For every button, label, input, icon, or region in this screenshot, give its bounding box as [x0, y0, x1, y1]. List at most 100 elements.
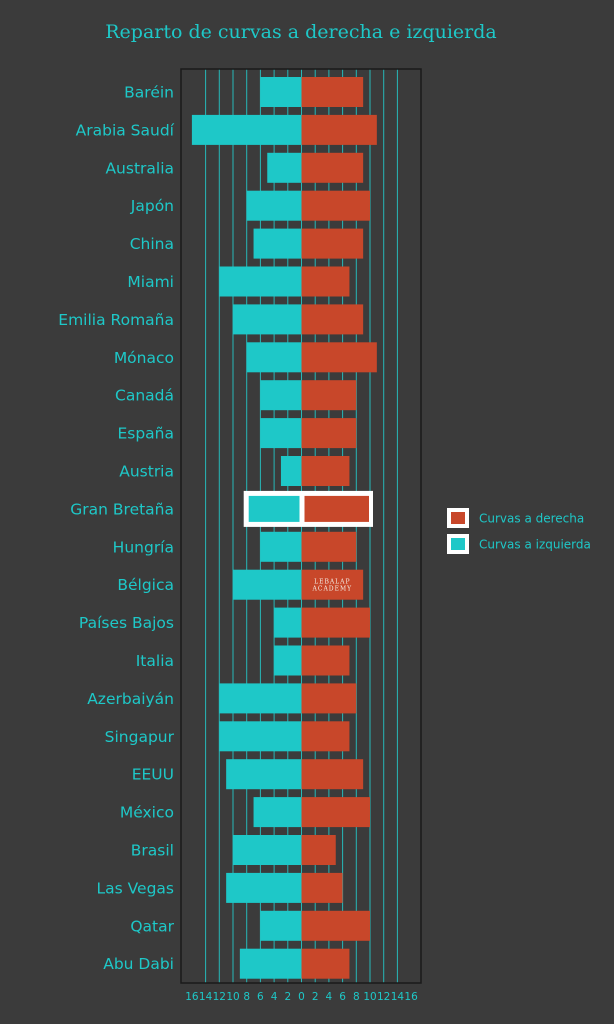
bar-left [248, 495, 300, 522]
category-label: Brasil [131, 842, 174, 860]
x-tick-label: 16 [404, 991, 418, 1003]
bar-right [301, 645, 350, 676]
bar-left [253, 797, 302, 828]
category-label: Miami [127, 273, 174, 291]
x-tick-label: 4 [326, 991, 333, 1003]
bar-right [301, 531, 357, 562]
category-label: Azerbaiyán [87, 690, 174, 708]
legend-swatch [451, 512, 465, 524]
x-tick-label: 0 [298, 991, 305, 1003]
bar-left [260, 418, 302, 449]
category-label: Qatar [130, 917, 174, 935]
bar-right [301, 456, 350, 486]
bar-right [301, 114, 377, 145]
bar-left [226, 872, 302, 903]
x-tick-label: 14 [199, 991, 213, 1003]
legend: Curvas a derecha Curvas a izquierda [447, 508, 591, 554]
x-tick-label: 6 [339, 991, 346, 1003]
bar-right [301, 77, 364, 107]
category-label: Países Bajos [79, 614, 174, 632]
bar-right [301, 683, 357, 714]
category-label: Hungría [113, 538, 174, 556]
category-label: México [120, 804, 174, 822]
bar-left [233, 304, 302, 335]
bar-right [301, 948, 350, 979]
category-label: España [117, 425, 174, 443]
bar-left [274, 607, 302, 638]
bar-left [233, 569, 302, 600]
bar-left [226, 759, 302, 790]
legend-label: Curvas a izquierda [479, 538, 591, 552]
bar-left [246, 342, 302, 373]
x-tick-label: 2 [284, 991, 291, 1003]
category-label: Bélgica [117, 576, 174, 594]
watermark-text: ACADEMY [312, 586, 353, 593]
bar-left [260, 380, 302, 411]
x-tick-label: 16 [185, 991, 199, 1003]
bar-right [301, 569, 364, 600]
bar-left [280, 456, 302, 486]
x-tick-label: 10 [363, 991, 376, 1003]
bar-left [267, 152, 302, 183]
x-tick-label: 10 [226, 991, 239, 1003]
bar-left [219, 721, 302, 752]
bar-left [260, 910, 302, 941]
bar-left [219, 683, 302, 714]
bar-right [301, 721, 350, 752]
bar-right [301, 342, 377, 373]
chart-title: Reparto de curvas a derecha e izquierda [105, 21, 497, 43]
x-tick-label: 14 [391, 991, 405, 1003]
bar-right [301, 607, 370, 638]
category-label: Baréin [124, 84, 174, 102]
bar-right [304, 495, 369, 522]
bar-right [301, 872, 343, 903]
category-label: Abu Dabi [103, 955, 174, 973]
bar-right [301, 910, 370, 941]
plot-frame [180, 68, 422, 984]
bar-left [253, 228, 302, 259]
category-label: Singapur [105, 728, 175, 746]
bar-right [301, 380, 357, 411]
category-label: Arabia Saudí [76, 121, 175, 139]
bar-left [233, 835, 302, 865]
category-label: Canadá [115, 387, 174, 405]
category-label: Australia [105, 159, 174, 177]
bar-left [191, 114, 302, 145]
bar-right [301, 797, 370, 828]
bar-left [246, 190, 302, 221]
category-label: Austria [119, 463, 174, 481]
category-label: Mónaco [114, 349, 174, 367]
x-tick-labels: 16 14 12 10 8 6 4 2 0 2 4 6 8 10 12 14 16 [185, 991, 418, 1003]
x-tick-label: 12 [213, 991, 226, 1003]
bar-right [301, 152, 364, 183]
category-label: Las Vegas [97, 879, 175, 897]
bar-right [301, 190, 370, 221]
bar-left [219, 266, 302, 297]
bar-left [260, 77, 302, 107]
legend-swatch [451, 538, 465, 550]
category-label: Gran Bretaña [70, 500, 174, 518]
bar-right [301, 418, 357, 449]
x-tick-label: 8 [353, 991, 360, 1003]
bar-right [301, 228, 364, 259]
x-tick-label: 6 [257, 991, 264, 1003]
category-label: EEUU [132, 766, 174, 784]
bar-right [301, 304, 364, 335]
x-tick-label: 4 [271, 991, 278, 1003]
bar-right [301, 835, 336, 865]
bar-left [239, 948, 302, 979]
category-label: Emilia Romaña [58, 311, 174, 329]
x-tick-label: 2 [312, 991, 319, 1003]
category-labels: Baréin Arabia Saudí Australia Japón China Mia… [58, 84, 174, 974]
category-label: China [130, 235, 174, 253]
watermark-text: LEBALAP [314, 579, 350, 586]
bar-right [301, 266, 350, 297]
bar-left [260, 531, 302, 562]
x-tick-label: 8 [243, 991, 250, 1003]
category-label: Italia [136, 652, 174, 670]
bar-right [301, 759, 364, 790]
bar-left [274, 645, 302, 676]
x-tick-label: 12 [377, 991, 390, 1003]
